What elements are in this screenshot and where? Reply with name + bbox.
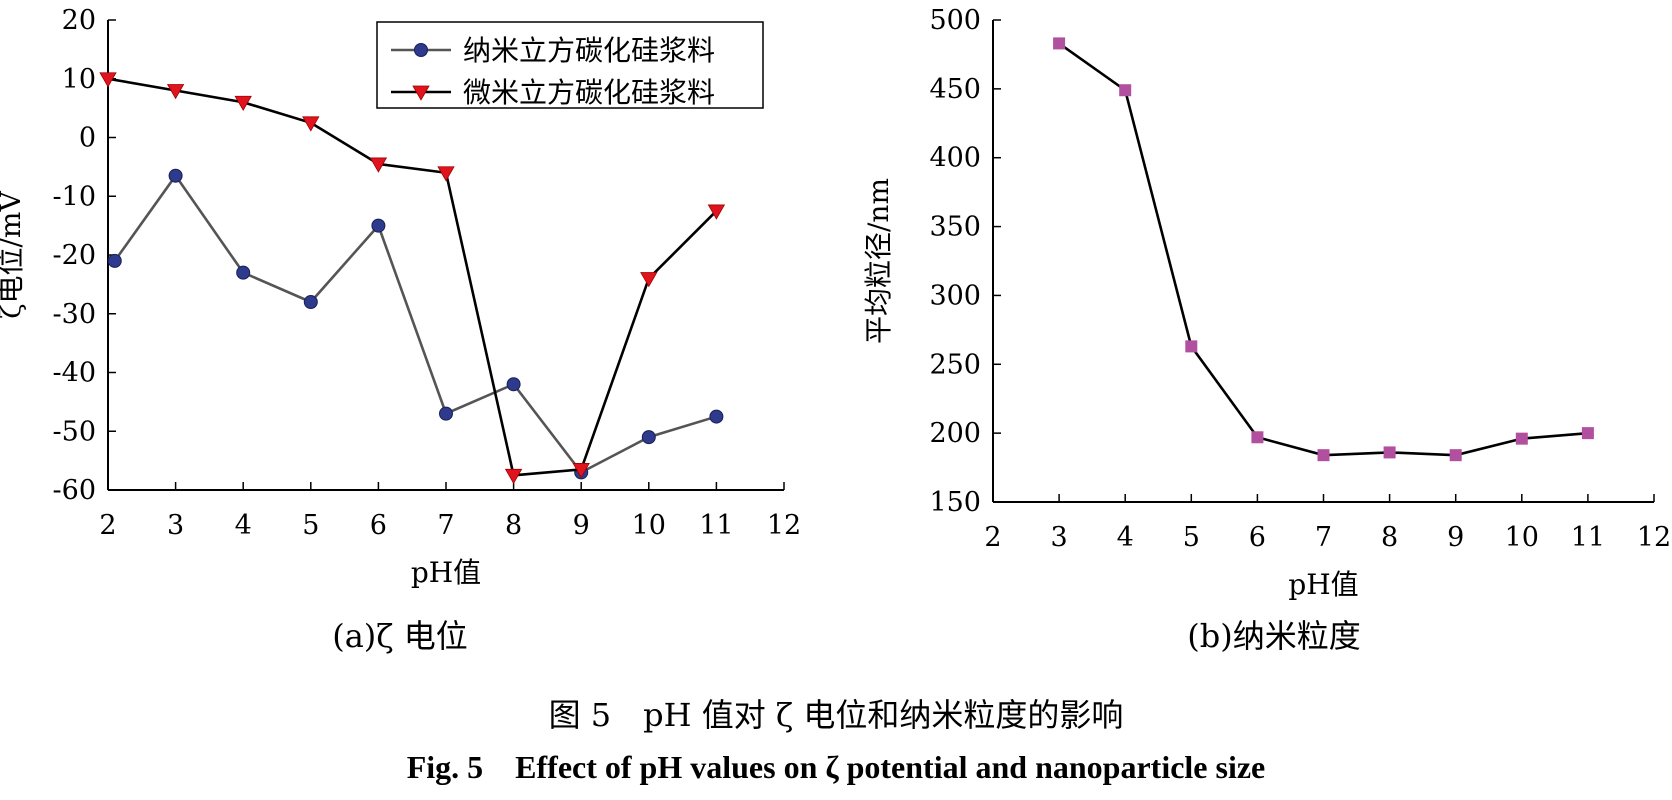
data-point bbox=[640, 272, 658, 288]
y-tick-label: 400 bbox=[929, 143, 981, 174]
y-tick-label: 20 bbox=[62, 5, 96, 36]
data-point bbox=[236, 265, 251, 280]
y-tick-label: 350 bbox=[929, 212, 981, 243]
data-point bbox=[709, 409, 724, 424]
data-point bbox=[303, 295, 318, 309]
x-tick-label: 2 bbox=[984, 522, 1001, 553]
x-tick-label: 9 bbox=[1447, 522, 1464, 553]
data-point bbox=[641, 430, 656, 445]
x-axis-label: pH值 bbox=[411, 556, 481, 589]
y-tick-label: -60 bbox=[53, 475, 96, 506]
series-line bbox=[1058, 42, 1589, 457]
x-tick-label: 4 bbox=[235, 510, 252, 541]
data-point bbox=[1317, 449, 1330, 462]
data-point bbox=[572, 463, 590, 479]
y-tick-label: -20 bbox=[53, 240, 96, 271]
x-tick-label: 11 bbox=[699, 510, 733, 541]
x-tick-label: 10 bbox=[1505, 522, 1539, 553]
y-tick-label: 500 bbox=[929, 5, 981, 36]
data-point bbox=[107, 253, 122, 268]
data-point bbox=[506, 377, 521, 392]
figure-caption-chinese: 图 5 pH 值对 ζ 电位和纳米粒度的影响 bbox=[548, 696, 1124, 734]
y-tick-label: -10 bbox=[53, 181, 96, 212]
data-point bbox=[371, 218, 386, 233]
x-tick-label: 10 bbox=[632, 510, 666, 541]
legend-marker bbox=[412, 85, 430, 101]
data-point bbox=[302, 116, 320, 132]
x-tick-label: 12 bbox=[1637, 522, 1671, 553]
y-axis-label: ζ电位/mV bbox=[0, 191, 27, 319]
y-tick-label: 300 bbox=[929, 280, 981, 311]
data-point bbox=[1119, 84, 1132, 97]
data-point bbox=[1581, 427, 1594, 440]
x-axis-label: pH值 bbox=[1288, 568, 1358, 601]
subplot-caption: (b)纳米粒度 bbox=[1187, 617, 1360, 655]
data-point bbox=[1251, 431, 1264, 444]
y-tick-label: 200 bbox=[929, 418, 981, 449]
x-tick-label: 7 bbox=[437, 510, 454, 541]
x-tick-label: 9 bbox=[573, 510, 590, 541]
data-point bbox=[504, 468, 523, 485]
y-tick-label: 150 bbox=[929, 487, 981, 518]
x-tick-label: 3 bbox=[167, 510, 184, 541]
data-point bbox=[437, 166, 455, 182]
x-tick-label: 11 bbox=[1571, 522, 1605, 553]
y-tick-label: -50 bbox=[53, 416, 96, 447]
data-point bbox=[166, 84, 185, 100]
x-tick-label: 6 bbox=[370, 510, 387, 541]
data-point bbox=[99, 72, 117, 88]
y-tick-label: 450 bbox=[929, 74, 981, 105]
data-point bbox=[1053, 37, 1066, 50]
data-point bbox=[234, 95, 252, 112]
data-point bbox=[1185, 340, 1198, 353]
data-point bbox=[168, 168, 183, 183]
chart-zeta-potential: 2 3 4 5 6 7 8 9 10 11 12 20 10 0 -10 -20 -30 -40 -50 -60 pH值… bbox=[0, 5, 801, 655]
legend-label: 微米立方碳化硅浆料 bbox=[463, 76, 715, 109]
legend-label: 纳米立方碳化硅浆料 bbox=[463, 34, 715, 67]
x-tick-label: 12 bbox=[767, 510, 801, 541]
x-tick-label: 8 bbox=[505, 510, 522, 541]
x-tick-label: 4 bbox=[1117, 522, 1134, 553]
y-tick-label: 10 bbox=[62, 64, 96, 95]
data-point bbox=[439, 406, 453, 421]
x-tick-label: 3 bbox=[1051, 522, 1068, 553]
figure-caption-english: Fig. 5 Effect of pH values on ζ potentia… bbox=[406, 749, 1266, 785]
y-tick-label: -40 bbox=[53, 358, 96, 389]
data-point bbox=[1515, 432, 1528, 445]
series-line bbox=[113, 173, 717, 475]
data-point bbox=[1383, 446, 1396, 459]
x-tick-label: 7 bbox=[1315, 522, 1332, 553]
x-tick-label: 5 bbox=[302, 510, 319, 541]
x-tick-label: 5 bbox=[1183, 522, 1200, 553]
x-tick-label: 2 bbox=[99, 510, 116, 541]
y-tick-label: 250 bbox=[929, 349, 981, 380]
legend-box bbox=[376, 21, 764, 109]
data-point bbox=[1449, 449, 1462, 462]
data-point bbox=[707, 204, 726, 220]
x-tick-label: 6 bbox=[1249, 522, 1266, 553]
subplot-caption: (a)ζ 电位 bbox=[332, 617, 468, 655]
y-tick-label: -30 bbox=[53, 299, 96, 330]
y-tick-label: 0 bbox=[79, 123, 96, 154]
y-axis-label: 平均粒径/nm bbox=[862, 178, 895, 344]
x-tick-label: 8 bbox=[1381, 522, 1398, 553]
chart-particle-size: 2 3 4 5 6 7 8 9 10 11 12 500 450 400 350 300 250 200 150 pH… bbox=[862, 5, 1671, 655]
series-line bbox=[107, 77, 718, 477]
legend-marker bbox=[414, 43, 428, 57]
data-point bbox=[369, 157, 388, 173]
